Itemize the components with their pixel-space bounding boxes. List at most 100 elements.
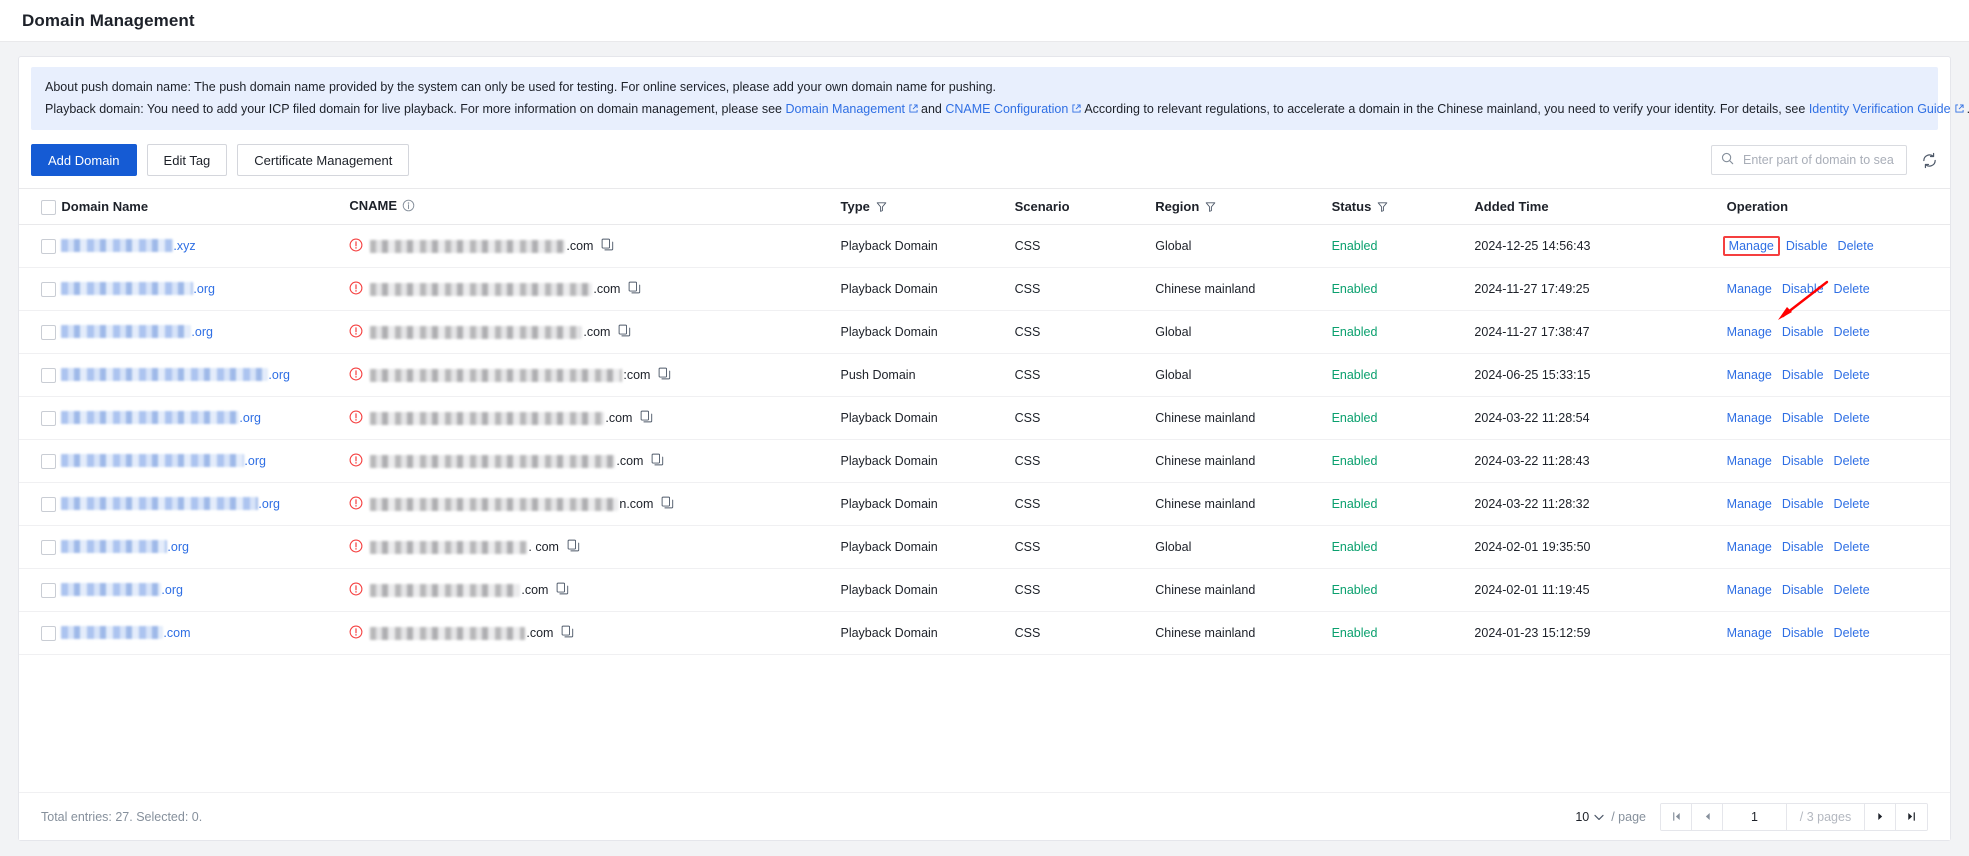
identity-verification-guide-link[interactable]: Identity Verification Guide	[1808, 102, 1951, 116]
certificate-management-button[interactable]: Certificate Management	[237, 144, 410, 176]
scenario-cell: CSS	[1014, 525, 1156, 569]
manage-link[interactable]: Manage	[1726, 368, 1772, 382]
domain-management-link[interactable]: Domain Management	[785, 102, 905, 116]
row-checkbox[interactable]	[41, 281, 56, 297]
info-icon[interactable]	[402, 199, 415, 215]
row-checkbox[interactable]	[41, 582, 56, 598]
row-checkbox[interactable]	[41, 367, 56, 383]
manage-link[interactable]: Manage	[1726, 454, 1772, 468]
disable-link[interactable]: Disable	[1781, 282, 1824, 296]
search-input[interactable]	[1741, 152, 1897, 168]
copy-icon[interactable]	[567, 539, 580, 555]
domain-name-cell[interactable]: .org	[61, 568, 350, 612]
copy-icon[interactable]	[601, 238, 614, 254]
delete-link[interactable]: Delete	[1833, 497, 1870, 511]
copy-icon[interactable]	[618, 324, 631, 340]
copy-icon[interactable]	[628, 281, 641, 297]
domain-name-redacted	[61, 626, 164, 639]
disable-link[interactable]: Disable	[1785, 239, 1828, 253]
copy-icon[interactable]	[556, 582, 569, 598]
domain-name-cell[interactable]: .org	[61, 396, 350, 440]
domain-name-cell[interactable]: .org	[61, 439, 350, 483]
edit-tag-button[interactable]: Edit Tag	[146, 144, 228, 176]
domain-name-cell[interactable]: .org	[61, 482, 350, 526]
warning-icon	[349, 324, 363, 341]
domain-name-cell[interactable]: .org	[61, 267, 350, 311]
copy-icon[interactable]	[661, 496, 674, 512]
select-all-checkbox[interactable]	[41, 199, 56, 215]
page-size-selector[interactable]: 10 / page	[1575, 810, 1646, 824]
manage-link[interactable]: Manage	[1726, 583, 1772, 597]
row-checkbox[interactable]	[41, 539, 56, 555]
manage-link[interactable]: Manage	[1722, 236, 1780, 256]
pagination: 10 / page 1 / 3 pages	[1575, 802, 1928, 831]
header-type: Type	[840, 188, 1015, 225]
domain-name-cell[interactable]: .org	[61, 353, 350, 397]
disable-link[interactable]: Disable	[1781, 325, 1824, 339]
delete-link[interactable]: Delete	[1833, 282, 1870, 296]
domain-name-cell[interactable]: .com	[61, 611, 350, 655]
domain-name-cell[interactable]: .xyz	[61, 224, 350, 268]
row-checkbox[interactable]	[41, 496, 56, 512]
cname-cell: .com	[349, 439, 841, 483]
copy-icon[interactable]	[561, 625, 574, 641]
cname-cell: .com	[349, 310, 841, 354]
disable-link[interactable]: Disable	[1781, 411, 1824, 425]
manage-link[interactable]: Manage	[1726, 325, 1772, 339]
domain-name-tld: .org	[258, 497, 280, 511]
delete-link[interactable]: Delete	[1837, 239, 1874, 253]
page-title: Domain Management	[22, 10, 195, 30]
cname-redacted	[370, 454, 616, 468]
manage-link[interactable]: Manage	[1726, 626, 1772, 640]
delete-link[interactable]: Delete	[1833, 583, 1870, 597]
copy-icon[interactable]	[651, 453, 664, 469]
row-select-cell	[19, 396, 62, 440]
current-page-input[interactable]: 1	[1723, 803, 1787, 830]
delete-link[interactable]: Delete	[1833, 368, 1870, 382]
row-checkbox[interactable]	[41, 238, 56, 254]
refresh-button[interactable]	[1921, 152, 1938, 169]
cname-redacted	[370, 626, 526, 640]
search-box[interactable]	[1711, 145, 1907, 175]
manage-link[interactable]: Manage	[1726, 282, 1772, 296]
manage-link[interactable]: Manage	[1726, 540, 1772, 554]
last-page-button[interactable]	[1896, 803, 1927, 830]
scenario-cell: CSS	[1014, 353, 1156, 397]
domain-name-cell[interactable]: .org	[61, 310, 350, 354]
disable-link[interactable]: Disable	[1781, 540, 1824, 554]
next-page-button[interactable]	[1865, 803, 1896, 830]
filter-icon[interactable]	[1205, 200, 1216, 215]
delete-link[interactable]: Delete	[1833, 411, 1870, 425]
disable-link[interactable]: Disable	[1781, 368, 1824, 382]
table-body: .xyz .com Playback Domain CSS Global Enabled 2…	[19, 224, 1950, 655]
row-checkbox[interactable]	[41, 625, 56, 641]
disable-link[interactable]: Disable	[1781, 454, 1824, 468]
manage-link[interactable]: Manage	[1726, 497, 1772, 511]
row-checkbox[interactable]	[41, 453, 56, 469]
manage-link[interactable]: Manage	[1726, 411, 1772, 425]
disable-link[interactable]: Disable	[1781, 626, 1824, 640]
delete-link[interactable]: Delete	[1833, 325, 1870, 339]
delete-link[interactable]: Delete	[1833, 626, 1870, 640]
cname-configuration-link[interactable]: CNAME Configuration	[945, 102, 1069, 116]
copy-icon[interactable]	[658, 367, 671, 383]
region-cell: Global	[1155, 353, 1332, 397]
row-checkbox[interactable]	[41, 410, 56, 426]
add-domain-button[interactable]: Add Domain	[31, 144, 137, 176]
previous-page-button[interactable]	[1692, 803, 1723, 830]
delete-link[interactable]: Delete	[1833, 454, 1870, 468]
first-page-button[interactable]	[1661, 803, 1692, 830]
domain-name-cell[interactable]: .org	[61, 525, 350, 569]
disable-link[interactable]: Disable	[1781, 497, 1824, 511]
row-checkbox[interactable]	[41, 324, 56, 340]
added-time-cell: 2024-02-01 11:19:45	[1474, 568, 1727, 612]
delete-link[interactable]: Delete	[1833, 540, 1870, 554]
copy-icon[interactable]	[640, 410, 653, 426]
filter-icon[interactable]	[1377, 200, 1388, 215]
disable-link[interactable]: Disable	[1781, 583, 1824, 597]
cname-suffix: .com	[605, 411, 633, 425]
domain-table: Domain Name CNAME Type Scenario	[19, 188, 1950, 655]
filter-icon[interactable]	[876, 200, 887, 215]
region-cell: Chinese mainland	[1155, 439, 1332, 483]
